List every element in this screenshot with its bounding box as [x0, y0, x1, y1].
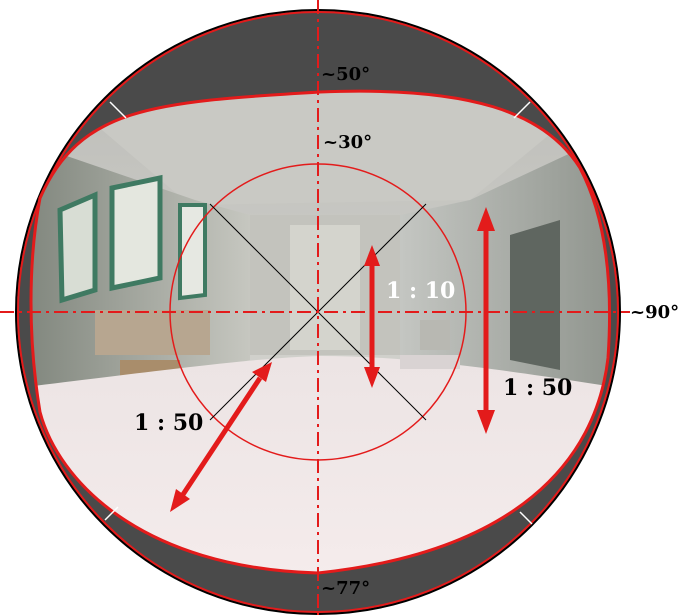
label-angle-inner: ~30°: [323, 132, 372, 153]
window-left-2: [109, 174, 163, 292]
rim-tick-top-right: [513, 101, 531, 119]
label-angle-bottom: ~77°: [321, 578, 370, 599]
rim-tick-bottom-right: [519, 511, 533, 525]
arrow-center: [364, 245, 380, 388]
label-ratio-right: 1 : 50: [503, 375, 572, 401]
label-angle-right: ~90°: [630, 302, 679, 323]
label-ratio-left: 1 : 50: [134, 410, 203, 436]
arrow-right: [477, 207, 495, 434]
rim-tick-top-left: [109, 101, 127, 119]
window-left-3: [178, 203, 207, 301]
label-angle-top: ~50°: [321, 64, 370, 85]
doorway-right: [510, 220, 560, 370]
label-ratio-center: 1 : 10: [386, 278, 455, 304]
window-left-1: [57, 191, 98, 304]
image-boundary: [29, 89, 612, 575]
rim-tick-bottom-left: [104, 506, 119, 521]
arrow-diagonal: [170, 362, 272, 512]
